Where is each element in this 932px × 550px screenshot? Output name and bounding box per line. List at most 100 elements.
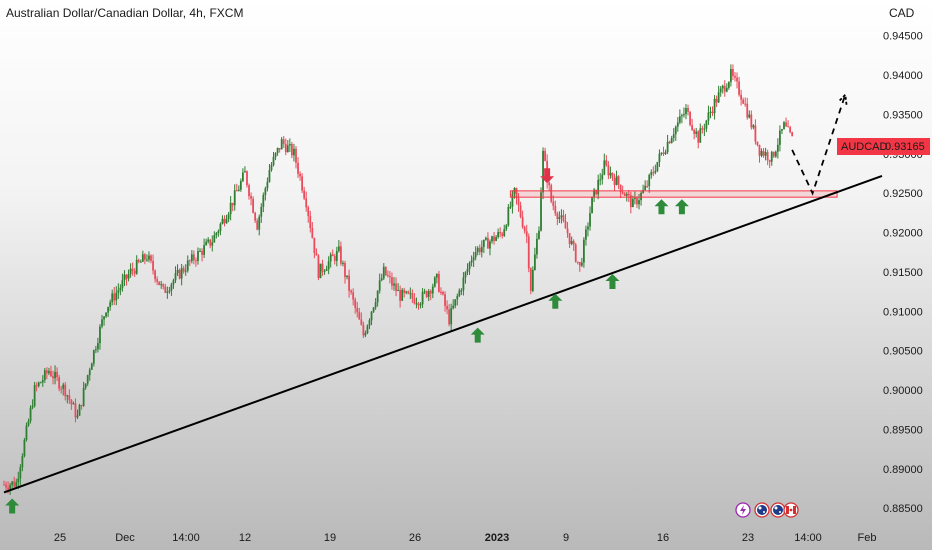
x-tick-label: 9 — [563, 532, 569, 544]
candle-body — [23, 439, 26, 457]
candle-body — [474, 252, 477, 258]
candle-body — [323, 270, 326, 272]
candle-body — [297, 162, 299, 174]
candle-body — [652, 172, 655, 174]
x-tick-label: 26 — [409, 532, 421, 544]
candle-body — [362, 324, 365, 336]
candle-body — [429, 290, 432, 294]
candle-body — [227, 214, 230, 220]
x-tick-label: 14:00 — [794, 532, 822, 544]
y-tick-label: 0.91000 — [883, 306, 923, 318]
candle-body — [311, 227, 314, 238]
candle-body — [72, 403, 75, 405]
projection-path — [791, 94, 847, 196]
candle-body — [166, 291, 169, 293]
price-tag-box — [837, 138, 930, 155]
candle-body — [734, 75, 736, 78]
au-flag-icon — [770, 502, 786, 518]
y-tick-label: 0.89000 — [883, 464, 923, 476]
candle-body — [56, 371, 58, 378]
candle-body — [284, 144, 287, 153]
candle-body — [660, 152, 663, 154]
candle-body — [364, 333, 367, 336]
candle-body — [552, 201, 555, 206]
candle-body — [397, 290, 399, 292]
candle-body — [97, 343, 99, 350]
candle-body — [558, 217, 561, 219]
candle-body — [435, 273, 438, 278]
candle-body — [589, 213, 591, 227]
x-tick-label: 16 — [657, 532, 669, 544]
candle-body — [595, 189, 598, 195]
y-tick-label: 0.94000 — [883, 70, 923, 82]
candle-body — [21, 456, 24, 468]
candle-body — [548, 182, 551, 186]
flag-band — [793, 506, 796, 514]
candle-body — [352, 292, 355, 300]
flag-field — [757, 505, 767, 515]
flag-star — [779, 511, 781, 513]
candle-body — [25, 425, 28, 440]
candle-body — [683, 114, 685, 116]
candle-body — [597, 179, 600, 195]
candle-body — [689, 111, 691, 126]
candle-body — [221, 218, 224, 224]
candle-body — [458, 290, 461, 296]
candle-body — [670, 138, 673, 144]
candle-body — [787, 126, 789, 128]
candle-body — [676, 122, 679, 127]
price-tag-value: 0.93165 — [885, 141, 925, 153]
candle-body — [105, 312, 107, 317]
candle-body — [454, 299, 457, 306]
candle-body — [76, 415, 79, 418]
candle-body — [250, 196, 252, 199]
candle-body — [658, 153, 661, 162]
candle-body — [48, 371, 50, 374]
candle-body — [164, 286, 167, 293]
candle-body — [135, 259, 138, 274]
candle-body — [340, 246, 342, 264]
candle-body — [254, 212, 257, 221]
chart-title: Australian Dollar/Canadian Dollar, 4h, F… — [6, 6, 244, 20]
candle-body — [235, 190, 238, 192]
candle-body — [593, 189, 595, 197]
candle-body — [723, 85, 726, 92]
candle-body — [644, 185, 647, 190]
candle-body — [258, 216, 261, 230]
candle-body — [433, 277, 436, 287]
candle-body — [190, 254, 193, 262]
candle-body — [409, 293, 412, 295]
candle-body — [452, 305, 455, 309]
candle-body — [5, 484, 7, 488]
candle-body — [487, 237, 489, 249]
candle-body — [370, 311, 373, 321]
candle-body — [182, 268, 185, 272]
candle-body — [39, 382, 42, 384]
candle-body — [223, 218, 226, 224]
candle-body — [99, 326, 101, 344]
candle-body — [611, 172, 614, 178]
candle-body — [519, 205, 522, 217]
candle-body — [307, 207, 310, 217]
candle-body — [613, 177, 616, 185]
y-axis: 0.88500 0.89000 0.89500 0.90000 0.90500 0.910… — [883, 31, 923, 515]
candle-body — [197, 251, 199, 261]
candle-body — [766, 152, 769, 161]
candle-body — [705, 120, 708, 129]
candle-body — [570, 241, 573, 244]
candle-body — [123, 274, 126, 281]
candle-body — [438, 273, 440, 292]
candle-body — [291, 144, 293, 156]
flag-field — [773, 505, 783, 515]
candle-body — [13, 481, 16, 487]
candle-body — [174, 273, 177, 281]
candle-body — [625, 193, 628, 196]
candle-body — [542, 150, 544, 193]
candle-body — [162, 284, 165, 287]
candle-body — [587, 226, 589, 230]
candle-body — [64, 384, 67, 397]
candle-body — [321, 263, 324, 272]
flag-star — [763, 511, 765, 513]
